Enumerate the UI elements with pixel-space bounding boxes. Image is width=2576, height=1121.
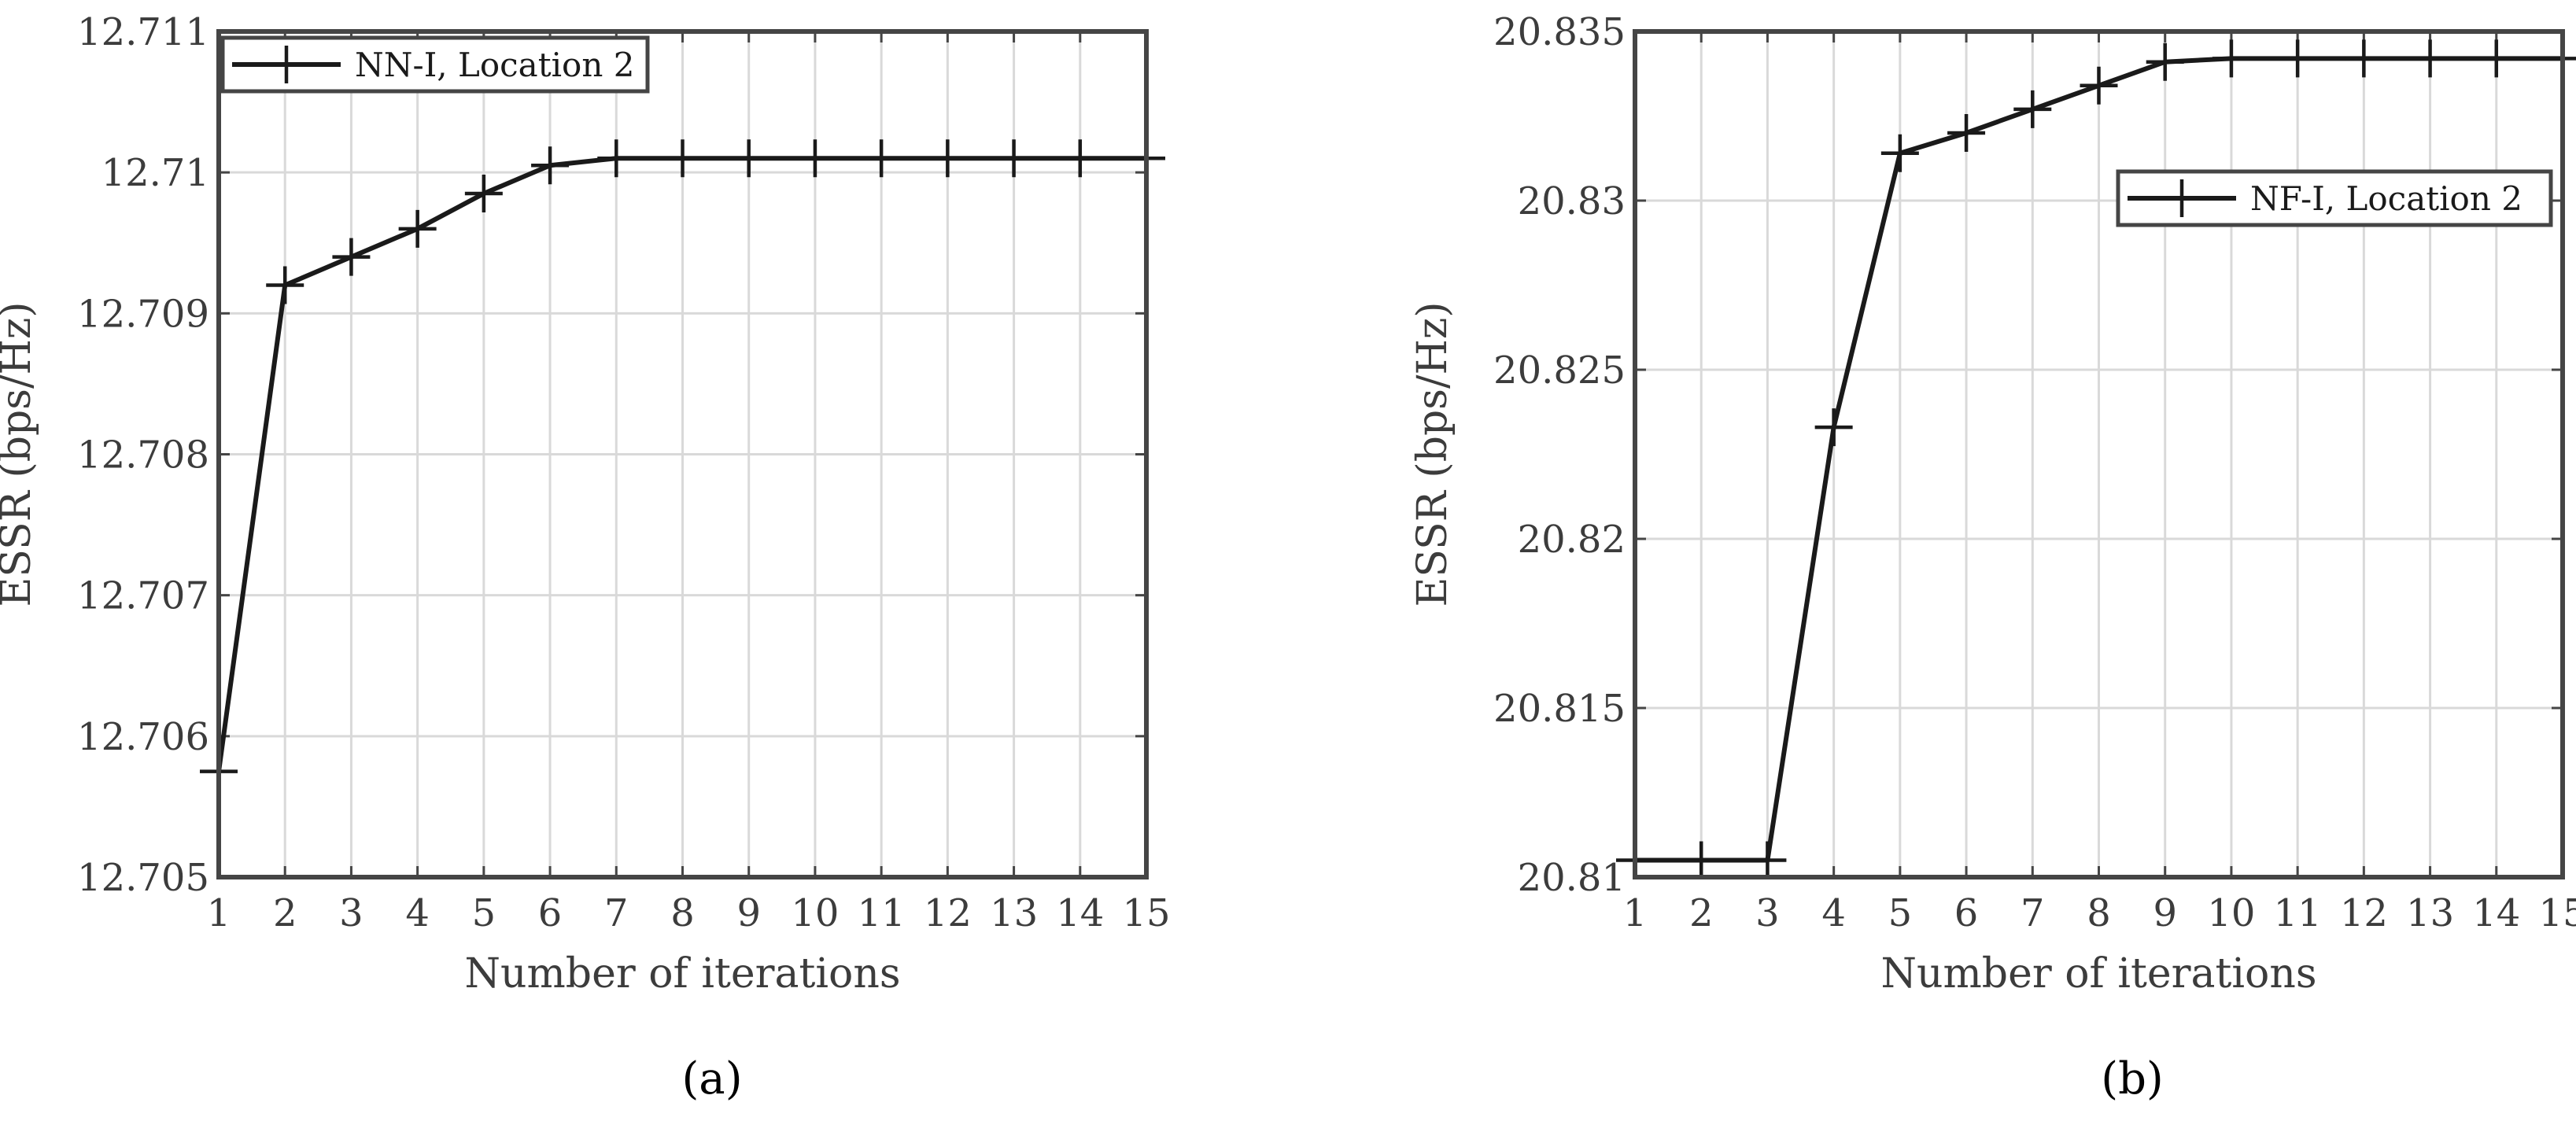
x-tick-label: 14 bbox=[2472, 891, 2520, 935]
data-point bbox=[2279, 39, 2317, 78]
y-tick-label: 12.709 bbox=[77, 292, 209, 336]
data-point bbox=[464, 175, 503, 213]
x-tick-label: 4 bbox=[405, 891, 430, 935]
x-tick-label: 1 bbox=[1623, 891, 1648, 935]
data-point bbox=[1061, 139, 1099, 178]
x-tick-label: 4 bbox=[1821, 891, 1846, 935]
x-axis-label: Number of iterations bbox=[1881, 950, 2317, 997]
data-point bbox=[2411, 39, 2449, 78]
x-tick-label: 13 bbox=[990, 891, 1038, 935]
x-tick-label: 14 bbox=[1056, 891, 1104, 935]
y-tick-label: 20.835 bbox=[1493, 10, 1626, 54]
data-point bbox=[995, 139, 1033, 178]
x-tick-label: 9 bbox=[736, 891, 761, 935]
data-point bbox=[2212, 39, 2250, 78]
x-tick-label: 8 bbox=[670, 891, 695, 935]
x-tick-label: 15 bbox=[1122, 891, 1170, 935]
data-point bbox=[1880, 134, 1919, 172]
data-point bbox=[597, 139, 636, 178]
y-tick-label: 20.825 bbox=[1493, 348, 1626, 393]
y-tick-label: 12.708 bbox=[77, 433, 209, 478]
data-point bbox=[332, 238, 371, 276]
data-point bbox=[928, 139, 967, 178]
y-tick-label: 20.83 bbox=[1518, 179, 1626, 223]
x-tick-label: 1 bbox=[207, 891, 231, 935]
y-axis-label: ESSR (bps/Hz) bbox=[0, 301, 40, 607]
x-tick-label: 2 bbox=[1689, 891, 1714, 935]
axes-frame bbox=[1633, 29, 2565, 879]
data-point bbox=[795, 139, 834, 178]
x-tick-label: 3 bbox=[339, 891, 364, 935]
x-tick-label: 5 bbox=[1888, 891, 1913, 935]
data-point bbox=[663, 139, 702, 178]
x-tick-label: 13 bbox=[2406, 891, 2454, 935]
data-point bbox=[2013, 90, 2052, 128]
x-tick-label: 5 bbox=[472, 891, 496, 935]
x-tick-label: 6 bbox=[1954, 891, 1979, 935]
data-point bbox=[1748, 841, 1787, 879]
x-tick-label: 8 bbox=[2087, 891, 2111, 935]
x-tick-label: 9 bbox=[2153, 891, 2177, 935]
x-tick-label: 15 bbox=[2538, 891, 2576, 935]
caption-b: (b) bbox=[2101, 1053, 2164, 1104]
data-point bbox=[2477, 39, 2515, 78]
legend: NF-I, Location 2 bbox=[2116, 169, 2553, 227]
chart-panel-b: 1 2 3 4 5 6 7 8 9 10 11 12 13 14 1520.8120.81520.8220.… bbox=[1409, 10, 2576, 997]
legend-box bbox=[220, 35, 650, 94]
data-point bbox=[729, 139, 768, 178]
x-tick-label: 12 bbox=[2340, 891, 2388, 935]
x-tick-label: 10 bbox=[2207, 891, 2255, 935]
x-tick-label: 6 bbox=[538, 891, 563, 935]
legend-label: NF-I, Location 2 bbox=[2250, 179, 2522, 218]
x-tick-label: 2 bbox=[273, 891, 297, 935]
x-tick-label: 10 bbox=[791, 891, 839, 935]
y-tick-label: 20.82 bbox=[1518, 518, 1626, 562]
y-tick-label: 12.706 bbox=[77, 715, 209, 759]
data-point bbox=[2146, 42, 2184, 81]
data-point bbox=[1814, 408, 1853, 447]
x-tick-label: 11 bbox=[858, 891, 906, 935]
x-tick-label: 7 bbox=[2021, 891, 2045, 935]
data-point bbox=[266, 266, 304, 304]
axes-frame bbox=[216, 29, 1149, 879]
y-axis-label: ESSR (bps/Hz) bbox=[1409, 301, 1456, 607]
y-tick-label: 20.81 bbox=[1518, 856, 1626, 900]
y-tick-label: 12.711 bbox=[77, 10, 209, 54]
y-tick-label: 12.71 bbox=[101, 151, 209, 195]
x-axis-label: Number of iterations bbox=[465, 950, 901, 997]
legend: NN-I, Location 2 bbox=[220, 35, 650, 94]
data-point bbox=[2080, 66, 2118, 105]
y-tick-label: 20.815 bbox=[1493, 687, 1626, 731]
data-point bbox=[531, 146, 570, 185]
data-point bbox=[398, 209, 437, 248]
x-tick-label: 11 bbox=[2274, 891, 2322, 935]
data-point bbox=[1682, 841, 1721, 879]
legend-label: NN-I, Location 2 bbox=[355, 46, 634, 84]
data-point bbox=[1947, 114, 1986, 152]
data-point bbox=[2345, 39, 2383, 78]
y-tick-label: 12.707 bbox=[77, 574, 209, 618]
y-tick-label: 12.705 bbox=[77, 856, 209, 900]
chart-panel-a: 1 2 3 4 5 6 7 8 9 10 11 12 13 14 1512.70512.70612.7071… bbox=[0, 10, 1171, 997]
x-tick-label: 7 bbox=[604, 891, 629, 935]
x-tick-label: 3 bbox=[1755, 891, 1780, 935]
data-point bbox=[862, 139, 901, 178]
x-tick-label: 12 bbox=[924, 891, 972, 935]
caption-a: (a) bbox=[681, 1053, 742, 1104]
